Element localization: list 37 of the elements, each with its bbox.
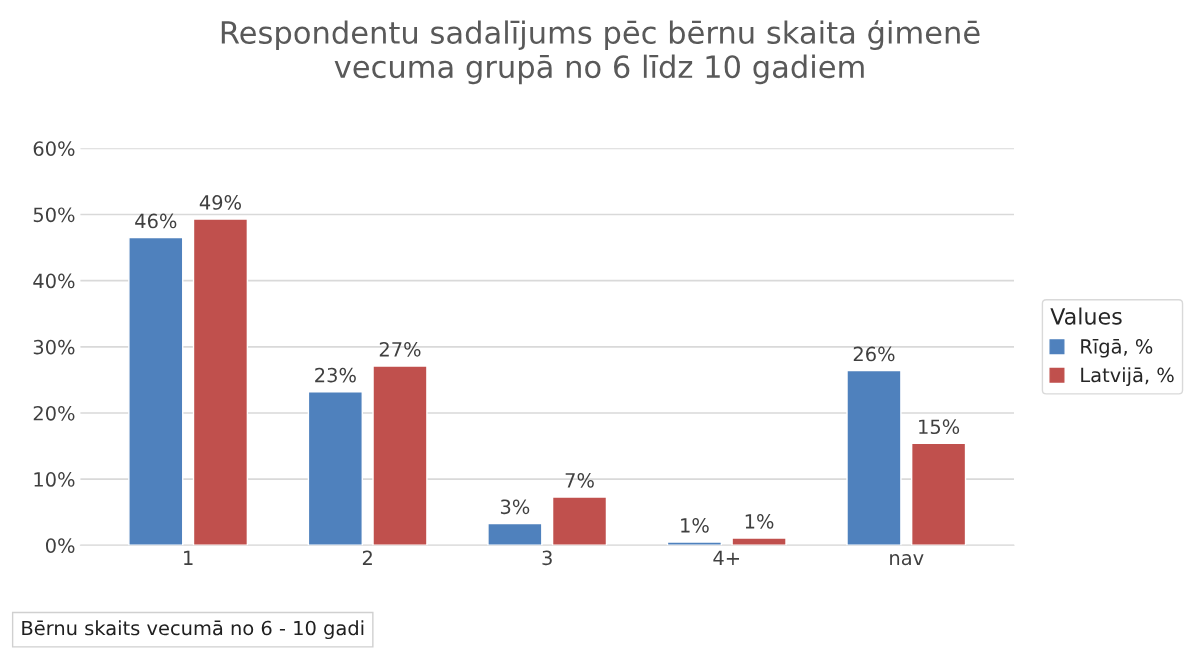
data-label: 23% xyxy=(315,367,356,383)
bar xyxy=(128,236,184,546)
data-label: 15% xyxy=(919,419,960,435)
data-label: 1% xyxy=(681,517,709,533)
x-tick-label: 4+ xyxy=(713,550,740,565)
bar xyxy=(910,442,967,546)
legend-title: Values xyxy=(1050,307,1122,325)
y-tick-label: 0% xyxy=(45,538,75,553)
x-tick-label: 2 xyxy=(362,550,372,565)
bar xyxy=(731,537,787,546)
legend-label: Rīgā, % xyxy=(1081,339,1153,358)
y-tick-label: 40% xyxy=(33,273,75,289)
x-tick-label: nav xyxy=(890,554,924,566)
x-tick-label: 1 xyxy=(184,550,193,565)
x-axis-title: Bērnu skaits vecumā no 6 - 10 gadi xyxy=(22,620,364,640)
bar xyxy=(372,365,428,546)
data-label: 26% xyxy=(853,346,895,362)
y-tick-label: 60% xyxy=(33,141,75,156)
bar xyxy=(307,391,363,546)
x-tick-label: 3 xyxy=(542,550,552,566)
data-label: 1% xyxy=(745,513,774,529)
y-tick-label: 20% xyxy=(33,405,75,421)
bar xyxy=(551,496,608,546)
data-label: 49% xyxy=(199,195,241,210)
data-label: 27% xyxy=(379,341,421,357)
y-tick-label: 30% xyxy=(33,339,75,355)
bar xyxy=(846,369,902,546)
legend-label: Latvijā, % xyxy=(1081,367,1174,387)
y-tick-label: 50% xyxy=(33,207,75,223)
bar xyxy=(192,218,249,546)
data-label: 7% xyxy=(565,472,594,488)
y-tick-label: 10% xyxy=(34,472,75,487)
data-label: 3% xyxy=(500,499,530,515)
bar xyxy=(666,541,723,546)
bar xyxy=(487,522,543,546)
data-label: 46% xyxy=(135,213,177,229)
chart-title: Respondentu sadalījums pēc bērnu skaita ģimenē vecuma grupā no 6 līdz 10 gadiem xyxy=(221,19,980,85)
